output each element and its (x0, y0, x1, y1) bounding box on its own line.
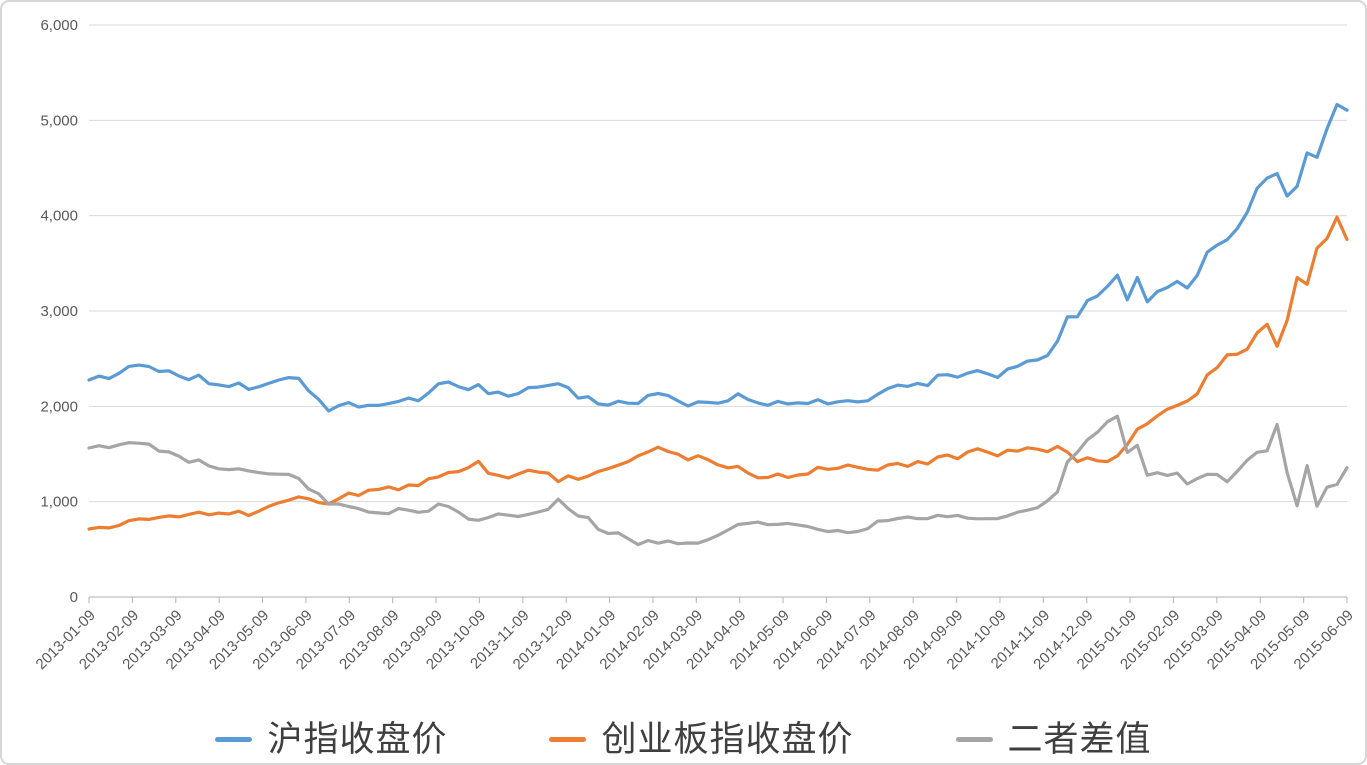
legend-label-difference: 二者差值 (1007, 720, 1152, 759)
plot-area: 6,0005,0004,0003,0002,0001,00002013-01-0… (33, 17, 1357, 673)
series-line-shanghai-close (87, 102, 1349, 413)
legend-swatch-shanghai-close-icon (215, 737, 253, 742)
y-tick-label: 1,000 (40, 494, 78, 511)
y-tick-label: 5,000 (40, 112, 78, 129)
series-line-difference (87, 414, 1349, 547)
series-line-chinext-close (87, 215, 1349, 531)
y-tick-label: 4,000 (40, 208, 78, 225)
legend-swatch-difference-icon (955, 737, 993, 742)
legend-label-chinext-close: 创业板指收盘价 (601, 720, 854, 759)
legend-item-chinext-close[interactable]: 创业板指收盘价 (549, 722, 853, 757)
legend: 沪指收盘价 创业板指收盘价 二者差值 (2, 722, 1365, 757)
y-tick-label: 0 (70, 589, 78, 606)
legend-item-shanghai-close[interactable]: 沪指收盘价 (215, 722, 447, 757)
y-tick-label: 3,000 (40, 303, 78, 320)
y-tick-label: 2,000 (40, 398, 78, 415)
legend-item-difference[interactable]: 二者差值 (955, 720, 1152, 759)
legend-swatch-chinext-close-icon (549, 737, 587, 742)
y-tick-label: 6,000 (40, 17, 78, 34)
legend-label-shanghai-close: 沪指收盘价 (267, 720, 448, 759)
